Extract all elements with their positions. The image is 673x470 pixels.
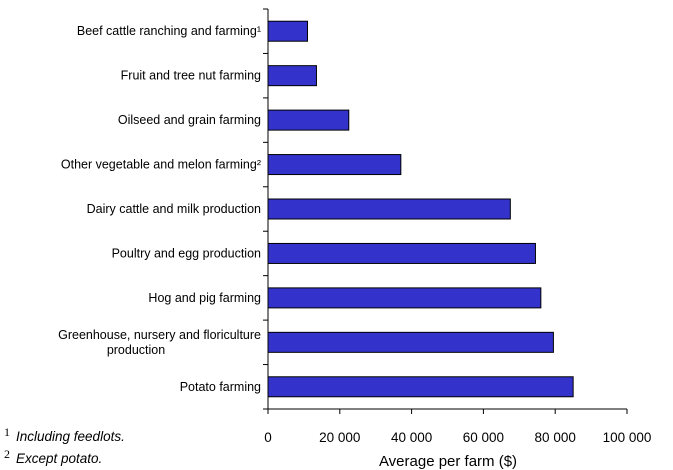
x-axis-title: Average per farm ($) xyxy=(379,453,517,470)
category-label-7-line-0: Greenhouse, nursery and floriculture xyxy=(58,328,261,342)
category-label-5: Poultry and egg production xyxy=(112,246,261,260)
category-label-6: Hog and pig farming xyxy=(148,291,261,305)
bar-3 xyxy=(267,154,402,176)
x-tick-label-3: 60 000 xyxy=(463,430,504,445)
category-labels: Beef cattle ranching and farming¹ Fruit a… xyxy=(58,24,261,394)
bar-8 xyxy=(267,376,574,398)
footnote-2: 2 Except potato. xyxy=(0,448,103,467)
footnote-2-mark: 2 xyxy=(4,446,10,461)
bar-0 xyxy=(267,20,308,42)
category-label-0: Beef cattle ranching and farming¹ xyxy=(77,24,261,38)
category-label-7-line-1: production xyxy=(107,343,165,357)
footnote-1-text: Including feedlots. xyxy=(16,429,125,444)
category-label-2: Oilseed and grain farming xyxy=(118,113,261,127)
x-tick-label-4: 80 000 xyxy=(535,430,576,445)
footnote-1-mark: 1 xyxy=(4,424,10,439)
category-label-3: Other vegetable and melon farming² xyxy=(61,158,261,172)
x-tick-label-2: 40 000 xyxy=(391,430,432,445)
bar-4 xyxy=(267,198,511,220)
bar-5 xyxy=(267,242,536,264)
footnote-2-text: Except potato. xyxy=(16,451,103,466)
bar-2 xyxy=(267,109,350,131)
footnote-1: 1 Including feedlots. xyxy=(0,426,125,445)
category-label-8: Potato farming xyxy=(180,380,261,394)
x-tick-label-5: 100 000 xyxy=(603,430,652,445)
bar-7 xyxy=(267,331,554,353)
category-label-1: Fruit and tree nut farming xyxy=(121,69,261,83)
bar-6 xyxy=(267,287,542,309)
category-label-4: Dairy cattle and milk production xyxy=(87,202,261,216)
x-tick-label-1: 20 000 xyxy=(319,430,360,445)
axes: 0 20 000 40 000 60 000 80 000 100 000 xyxy=(263,8,652,445)
bars xyxy=(267,20,574,398)
x-tick-label-0: 0 xyxy=(264,430,272,445)
bar-1 xyxy=(267,65,317,87)
